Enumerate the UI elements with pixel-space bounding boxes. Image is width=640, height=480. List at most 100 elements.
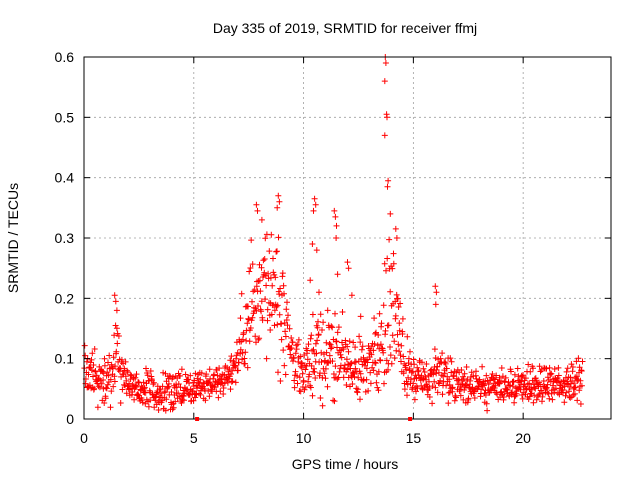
data-point (350, 339, 357, 346)
data-point (229, 378, 236, 385)
data-point (294, 373, 300, 379)
data-point (577, 401, 584, 407)
data-point (348, 292, 355, 299)
data-point (305, 378, 312, 385)
data-point (442, 360, 449, 367)
data-point (322, 365, 329, 372)
data-point (352, 358, 359, 365)
data-point (496, 374, 503, 381)
data-point (549, 396, 556, 403)
data-point (443, 382, 450, 389)
data-point (376, 310, 383, 317)
data-point (319, 374, 326, 381)
data-point (122, 358, 129, 365)
data-point (216, 365, 223, 372)
data-point (333, 235, 340, 241)
data-point (461, 370, 468, 377)
data-point (324, 383, 331, 390)
data-point (135, 379, 142, 385)
data-point (262, 296, 269, 303)
data-point (175, 390, 182, 397)
data-point (543, 365, 550, 372)
data-point (237, 315, 244, 322)
data-point (578, 382, 585, 389)
data-point (426, 378, 432, 385)
data-point (336, 368, 343, 375)
data-point (531, 384, 538, 391)
data-point (398, 342, 405, 349)
y-tick-label: 0.1 (55, 351, 75, 367)
data-point (518, 372, 525, 379)
data-point (410, 380, 417, 387)
data-point (135, 392, 142, 399)
y-tick-label: 0.4 (55, 170, 75, 186)
data-points (81, 54, 586, 414)
data-point (546, 395, 553, 402)
data-point (291, 384, 298, 391)
data-point (264, 317, 271, 324)
data-point (258, 298, 265, 305)
data-point (324, 307, 331, 314)
data-point (334, 344, 340, 351)
data-point (262, 235, 269, 242)
data-point (346, 338, 353, 345)
data-point (232, 379, 239, 386)
data-point (305, 341, 312, 348)
data-point (381, 260, 388, 267)
data-point (319, 402, 326, 409)
data-point (317, 311, 324, 318)
data-point (326, 340, 333, 347)
data-point (518, 378, 525, 385)
x-tick-label: 20 (515, 430, 531, 446)
data-point (349, 369, 356, 376)
chart-title: Day 335 of 2019, SRMTID for receiver ffm… (213, 20, 477, 36)
data-point (194, 385, 200, 392)
data-point (220, 391, 227, 397)
data-point (320, 319, 327, 326)
data-point (407, 348, 413, 355)
data-point (383, 357, 390, 364)
data-point (496, 380, 503, 387)
data-point (458, 367, 465, 373)
data-point (332, 213, 339, 220)
data-point (467, 377, 474, 384)
data-point (374, 342, 381, 349)
data-point (334, 271, 341, 278)
data-point (279, 270, 286, 277)
data-point (335, 324, 342, 331)
data-point (311, 195, 318, 202)
data-point (363, 365, 370, 372)
data-point (452, 393, 459, 400)
data-point (321, 370, 328, 377)
data-point (206, 366, 213, 373)
data-point (274, 302, 281, 309)
data-point (278, 320, 285, 327)
data-point (269, 282, 276, 289)
y-tick-label: 0.6 (55, 49, 75, 65)
y-tick-label: 0.2 (55, 290, 75, 306)
data-point (478, 386, 485, 393)
data-point (264, 306, 271, 313)
data-point (221, 380, 228, 387)
data-point (110, 354, 117, 361)
data-point (540, 378, 547, 384)
data-point (147, 397, 154, 404)
y-tick-labels: 0 0.1 0.2 0.3 0.4 0.5 0.6 (55, 49, 75, 427)
data-point (414, 385, 421, 392)
data-point (547, 371, 554, 378)
data-point (302, 366, 309, 373)
data-point (387, 344, 393, 350)
data-point (164, 384, 171, 391)
data-point (123, 390, 130, 397)
data-point (283, 306, 290, 313)
data-point (448, 369, 455, 376)
data-point (445, 400, 452, 407)
data-point (396, 327, 403, 334)
data-point (519, 395, 526, 402)
data-point (334, 376, 341, 382)
data-point (574, 397, 581, 404)
data-point (292, 368, 299, 375)
data-point (124, 367, 131, 374)
data-point (296, 374, 303, 381)
